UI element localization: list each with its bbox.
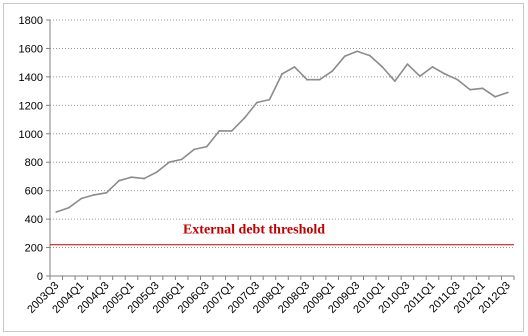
data-point-2009Q1 [331, 70, 334, 73]
y-tick-label-200: 200 [25, 243, 43, 255]
y-tick-label-1200: 1200 [19, 100, 43, 112]
data-point-2011Q4 [469, 88, 472, 91]
data-point-2010Q1 [381, 66, 384, 68]
data-point-2005Q4 [168, 161, 171, 164]
data-point-2007Q4 [268, 98, 271, 101]
data-point-2012Q3 [506, 91, 509, 94]
data-point-2004Q2 [92, 194, 95, 196]
data-point-2003Q3 [55, 211, 58, 213]
chart-frame: 0 200 400 600 800 1000 1200 1400 1600 1800 2003Q3… [3, 3, 524, 332]
data-point-2006Q3 [205, 145, 208, 148]
y-tick-label-800: 800 [25, 157, 43, 169]
threshold-group: External debt threshold [50, 223, 514, 246]
gridlines [50, 19, 514, 249]
data-point-2007Q1 [230, 130, 233, 132]
data-point-2009Q3 [356, 50, 359, 53]
data-point-2011Q3 [456, 78, 459, 81]
debt-line-chart: 0 200 400 600 800 1000 1200 1400 1600 1800 2003Q3… [19, 15, 515, 316]
y-tick-label-0: 0 [37, 271, 43, 283]
y-tick-label-1400: 1400 [19, 72, 43, 84]
data-point-2006Q1 [180, 158, 183, 161]
y-tick-label-400: 400 [25, 214, 43, 226]
series-line-0 [56, 50, 508, 213]
data-point-2006Q2 [193, 148, 196, 151]
data-point-2009Q4 [368, 54, 371, 57]
data-point-2008Q3 [306, 78, 308, 81]
y-tick-label-600: 600 [25, 186, 43, 198]
data-point-2010Q4 [419, 75, 421, 78]
data-point-2011Q2 [444, 73, 446, 75]
data-point-2010Q2 [393, 80, 396, 83]
data-point-2004Q1 [80, 197, 83, 200]
data-point-2008Q4 [318, 78, 321, 81]
data-point-2005Q3 [155, 171, 158, 174]
data-point-2005Q2 [143, 177, 145, 180]
threshold-label: External debt threshold [183, 223, 325, 238]
data-point-2010Q3 [406, 63, 409, 65]
series-group [55, 50, 509, 213]
y-tick-label-1000: 1000 [19, 129, 43, 141]
data-point-2012Q2 [494, 95, 497, 98]
data-point-2008Q2 [293, 66, 296, 68]
data-point-2004Q4 [118, 179, 120, 182]
x-axis: 2003Q32004Q12004Q32005Q12005Q32006Q12006… [25, 275, 515, 316]
data-point-2011Q1 [431, 66, 434, 68]
data-point-2007Q3 [256, 101, 258, 104]
data-point-2005Q1 [130, 176, 133, 179]
y-axis: 0 200 400 600 800 1000 1200 1400 1600 1800 [19, 15, 51, 283]
data-point-2006Q4 [218, 130, 221, 132]
data-point-2003Q4 [67, 206, 70, 209]
y-tick-label-1600: 1600 [19, 43, 43, 55]
data-point-2007Q2 [243, 117, 246, 120]
data-point-2009Q2 [343, 55, 346, 58]
data-point-2004Q3 [105, 191, 108, 194]
y-tick-label-1800: 1800 [19, 15, 43, 27]
data-point-2008Q1 [281, 73, 283, 75]
data-point-2012Q1 [481, 87, 484, 90]
